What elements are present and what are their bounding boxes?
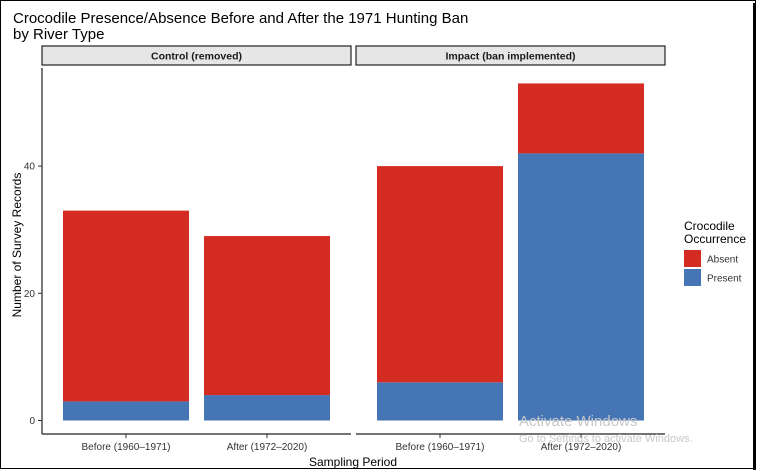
chart-panels: Control (removed) Before (1960–1971) After…	[41, 45, 666, 453]
x-tick-label: Before (1960–1971)	[396, 442, 485, 453]
facet-strip	[41, 45, 352, 66]
x-tick-label: Before (1960–1971)	[82, 442, 171, 453]
y-tick-label: 20	[24, 289, 36, 300]
bar-absent	[63, 210, 189, 402]
bar-absent	[518, 83, 644, 154]
legend-key-absent	[684, 250, 701, 267]
bar-present	[377, 382, 503, 421]
watermark-title: Activate Windows	[519, 413, 637, 430]
watermark-subtitle: Go to Settings to activate Windows.	[519, 433, 693, 445]
chart-subtitle: by River Type	[13, 26, 104, 43]
legend-key-present	[684, 269, 701, 286]
y-axis: 0 20 40	[24, 68, 43, 434]
bar-absent	[377, 166, 503, 383]
y-tick-label: 0	[29, 416, 35, 427]
facet-panel: Impact (ban implemented) Before (1960–197…	[355, 45, 666, 453]
bar-present	[63, 401, 189, 421]
chart-title: Crocodile Presence/Absence Before and Af…	[13, 10, 468, 27]
facet-strip	[355, 45, 666, 66]
x-tick-label: After (1972–2020)	[541, 442, 622, 453]
y-tick-label: 40	[24, 162, 36, 173]
bar-present	[518, 153, 644, 421]
legend-title: Occurrence	[684, 232, 746, 246]
facet-strip-label: Impact (ban implemented)	[445, 51, 575, 63]
legend-label-present: Present	[707, 274, 742, 285]
bar-present	[204, 395, 330, 421]
legend-label-absent: Absent	[707, 255, 738, 266]
facet-strip-label: Control (removed)	[151, 51, 242, 63]
legend-title: Crocodile	[684, 219, 735, 233]
x-tick-label: After (1972–2020)	[227, 442, 308, 453]
x-axis-label: Sampling Period	[309, 455, 397, 469]
facet-panel: Control (removed) Before (1960–1971) After…	[41, 45, 352, 453]
bar-absent	[204, 236, 330, 396]
y-axis-label: Number of Survey Records	[10, 173, 24, 318]
